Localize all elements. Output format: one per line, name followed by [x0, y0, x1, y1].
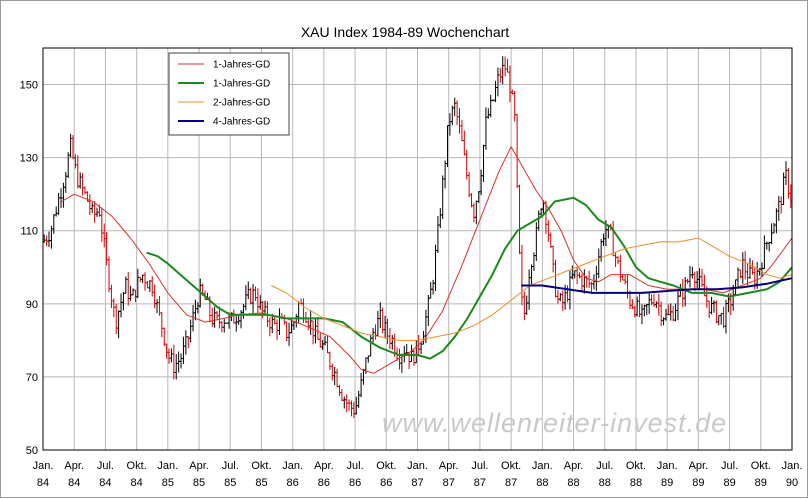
y-axis: 50 70 90 110 130 150: [20, 80, 38, 457]
x-tick-month: Jul.: [721, 460, 738, 472]
x-tick-month: Apr.: [64, 460, 84, 472]
x-tick-month: Jan.: [532, 460, 553, 472]
x-tick-month: Jan.: [407, 460, 428, 472]
legend: 1-Jahres-GD 1-Jahres-GD 2-Jahres-GD 4-Jahre…: [168, 52, 290, 136]
watermark-text: www.wellenreiter-invest.de: [382, 408, 727, 438]
price-bars: [42, 56, 793, 418]
y-tick-label: 90: [26, 299, 38, 311]
chart-title: XAU Index 1984-89 Wochenchart: [301, 24, 509, 40]
x-tick-month: Jul.: [471, 460, 488, 472]
x-axis: Jan. 84 Apr. 84 Jul. 84 Okt. 84 Jan. 85 Apr. 85 Jul.…: [33, 460, 803, 489]
legend-label: 4-Jahres-GD: [213, 117, 270, 128]
x-tick-year: 86: [380, 477, 392, 489]
x-tick-year: 87: [474, 477, 486, 489]
x-tick-year: 88: [567, 477, 579, 489]
grid: [43, 48, 792, 450]
x-tick-year: 87: [505, 477, 517, 489]
x-tick-year: 86: [287, 477, 299, 489]
x-tick-month: Jan.: [33, 460, 54, 472]
x-tick-year: 85: [193, 477, 205, 489]
x-tick-year: 85: [162, 477, 174, 489]
x-tick-month: Jul.: [347, 460, 364, 472]
ma-line-1: [61, 146, 793, 374]
x-tick-month: Okt.: [251, 460, 271, 472]
x-tick-month: Okt.: [376, 460, 396, 472]
x-tick-month: Apr.: [314, 460, 334, 472]
x-tick-year: 84: [37, 477, 49, 489]
x-tick-month: Jan.: [657, 460, 678, 472]
moving-averages: [61, 146, 793, 374]
x-tick-month: Okt.: [751, 460, 771, 472]
x-tick-year: 84: [131, 477, 143, 489]
x-tick-year: 84: [68, 477, 80, 489]
legend-label: 1-Jahres-GD: [213, 60, 270, 71]
x-tick-month: Okt.: [127, 460, 147, 472]
ma-line-2: [146, 196, 793, 360]
y-tick-label: 150: [20, 80, 38, 92]
x-tick-month: Jul.: [97, 460, 114, 472]
x-tick-year: 87: [443, 477, 455, 489]
x-tick-year: 85: [224, 477, 236, 489]
x-tick-year: 88: [599, 477, 611, 489]
x-tick-month: Jan.: [782, 460, 803, 472]
x-tick-month: Okt.: [626, 460, 646, 472]
x-tick-month: Apr.: [439, 460, 459, 472]
x-tick-month: Jul.: [222, 460, 239, 472]
x-tick-month: Apr.: [564, 460, 584, 472]
x-tick-year: 90: [786, 477, 798, 489]
legend-label: 1-Jahres-GD: [213, 79, 270, 90]
ma-line-4: [521, 277, 793, 294]
x-tick-year: 85: [255, 477, 267, 489]
y-tick-label: 50: [26, 445, 38, 457]
x-tick-month: Okt.: [501, 460, 521, 472]
plot-border: [42, 47, 793, 451]
y-tick-label: 130: [20, 153, 38, 165]
x-tick-month: Apr.: [189, 460, 209, 472]
x-tick-year: 87: [411, 477, 423, 489]
x-tick-month: Jan.: [282, 460, 303, 472]
x-tick-year: 88: [630, 477, 642, 489]
legend-label: 2-Jahres-GD: [213, 98, 270, 109]
x-tick-year: 89: [755, 477, 767, 489]
x-tick-year: 89: [692, 477, 704, 489]
x-tick-month: Jul.: [596, 460, 613, 472]
x-tick-year: 89: [723, 477, 735, 489]
x-tick-year: 84: [99, 477, 111, 489]
x-tick-year: 89: [661, 477, 673, 489]
ma-line-3: [271, 237, 793, 341]
x-tick-year: 86: [349, 477, 361, 489]
y-tick-label: 110: [20, 226, 38, 238]
y-tick-label: 70: [26, 372, 38, 384]
x-tick-month: Jan.: [157, 460, 178, 472]
x-tick-year: 88: [536, 477, 548, 489]
x-tick-year: 86: [318, 477, 330, 489]
x-tick-month: Apr.: [689, 460, 709, 472]
